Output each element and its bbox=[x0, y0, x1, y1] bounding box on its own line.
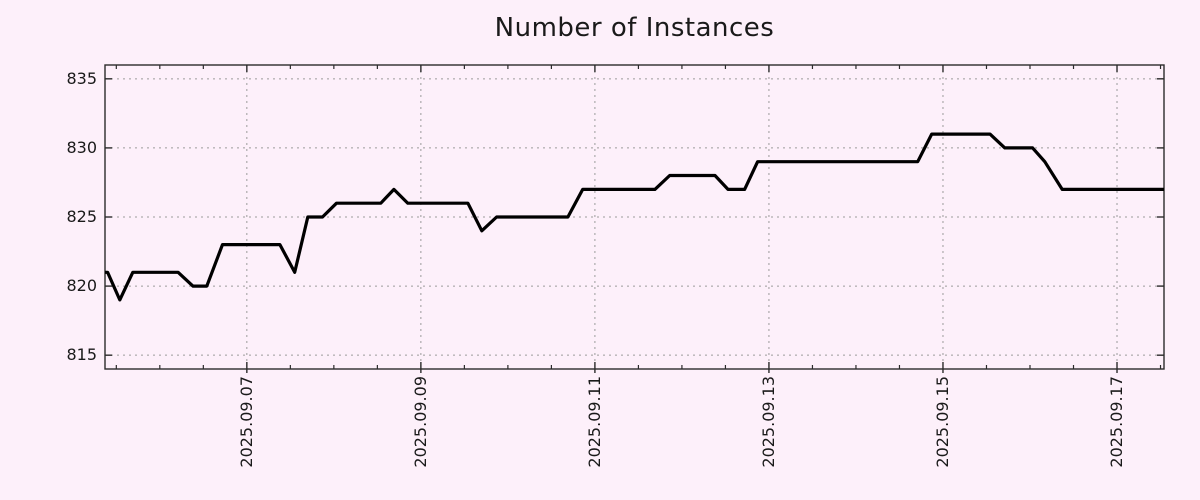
y-tick-label: 825 bbox=[66, 207, 97, 226]
plot-border bbox=[104, 64, 1165, 370]
x-tick-label: 2025.09.07 bbox=[236, 376, 256, 468]
chart-title: Number of Instances bbox=[494, 13, 775, 43]
x-tick-label: 2025.09.13 bbox=[758, 376, 778, 468]
y-tick-label: 835 bbox=[66, 68, 97, 88]
y-tick-label: 830 bbox=[66, 137, 97, 157]
x-tick-label: 2025.09.15 bbox=[932, 376, 952, 468]
series-line-instances bbox=[105, 132, 1164, 302]
x-tick-label: 2025.09.09 bbox=[410, 376, 430, 468]
x-tick-label: 2025.09.17 bbox=[1107, 376, 1126, 468]
y-tick-label: 820 bbox=[66, 276, 97, 296]
y-tick-label: 815 bbox=[66, 345, 97, 365]
x-tick-label: 2025.09.11 bbox=[584, 376, 604, 468]
